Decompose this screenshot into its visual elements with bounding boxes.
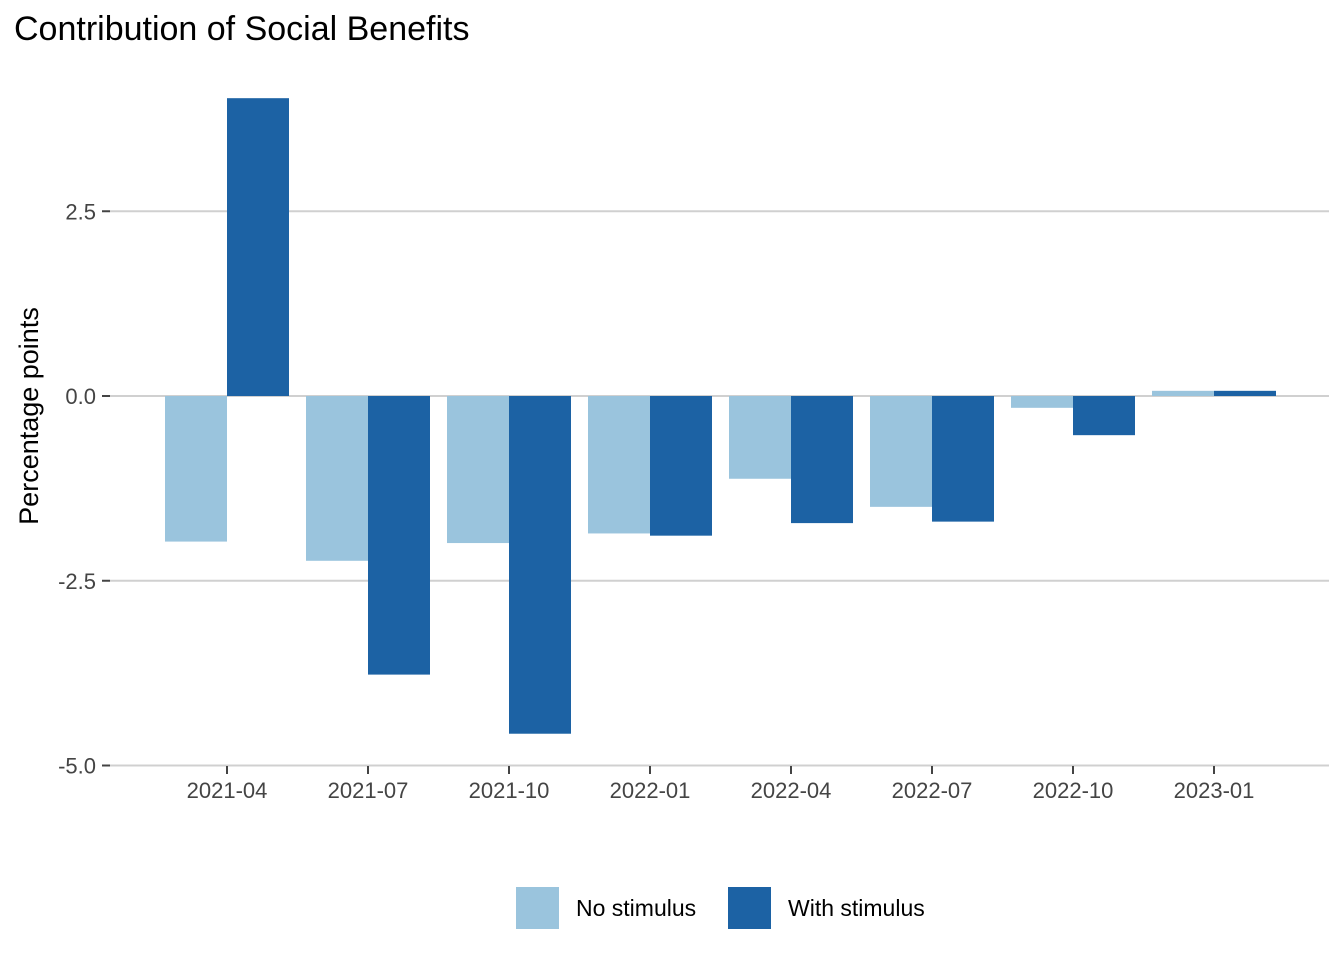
bar-with-stimulus (509, 396, 571, 734)
x-tick-label: 2023-01 (1174, 778, 1255, 803)
bar-no-stimulus (306, 396, 368, 561)
legend-swatch (516, 887, 559, 929)
bar-with-stimulus (227, 98, 289, 397)
bar-no-stimulus (447, 396, 509, 544)
x-tick-label: 2022-10 (1033, 778, 1114, 803)
legend-swatch (728, 887, 771, 929)
bars (165, 98, 1276, 734)
gridlines (110, 210, 1329, 767)
y-tick-label: 0.0 (65, 384, 96, 409)
x-tick-label: 2022-04 (751, 778, 832, 803)
bar-with-stimulus (1214, 390, 1276, 396)
x-tick-label: 2021-04 (187, 778, 268, 803)
legend-label: With stimulus (788, 895, 925, 921)
y-tick-label: -5.0 (58, 754, 96, 779)
legend-label: No stimulus (576, 895, 696, 921)
x-tick-label: 2021-07 (328, 778, 409, 803)
bar-with-stimulus (650, 396, 712, 536)
x-tick-label: 2022-07 (892, 778, 973, 803)
bar-no-stimulus (588, 396, 650, 534)
bar-no-stimulus (870, 396, 932, 507)
axes: -5.0 -2.5 0.0 2.5 2021-04 2021-07 2021-10 2022-… (58, 199, 1254, 803)
bar-no-stimulus (1011, 396, 1073, 408)
bar-with-stimulus (368, 396, 430, 675)
bar-no-stimulus (729, 396, 791, 479)
bar-with-stimulus (932, 396, 994, 522)
bar-with-stimulus (1073, 396, 1135, 436)
y-tick-label: 2.5 (65, 199, 96, 224)
legend: No stimulus With stimulus (516, 887, 925, 929)
chart-title: Contribution of Social Benefits (14, 10, 470, 48)
bar-with-stimulus (791, 396, 853, 524)
bar-no-stimulus (165, 396, 227, 542)
y-tick-label: -2.5 (58, 569, 96, 594)
y-axis-title: Percentage points (14, 307, 44, 525)
x-tick-label: 2021-10 (469, 778, 550, 803)
x-tick-label: 2022-01 (610, 778, 691, 803)
bar-no-stimulus (1152, 390, 1214, 396)
